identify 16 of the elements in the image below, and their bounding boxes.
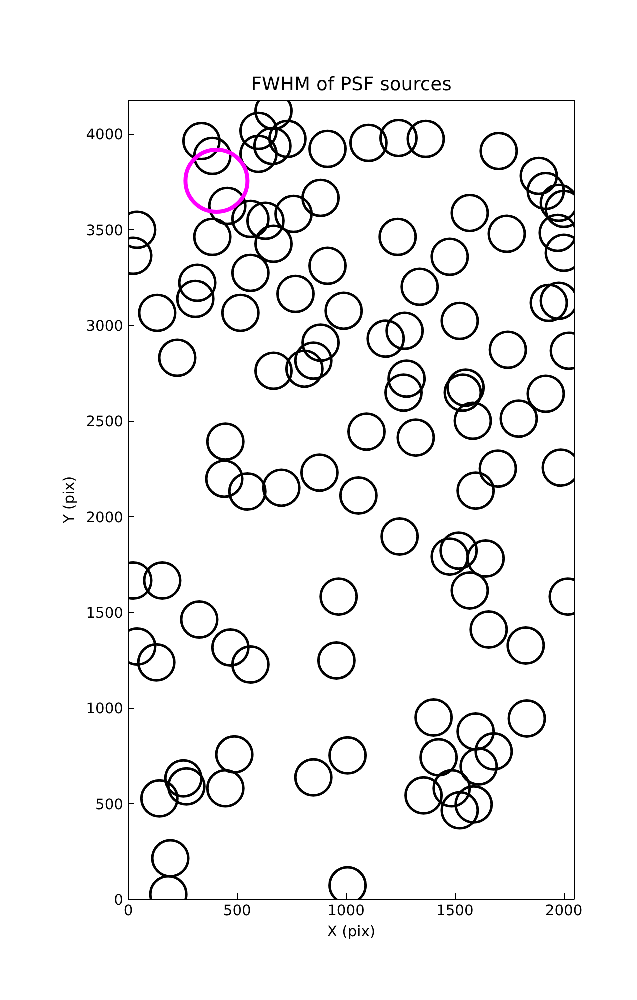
y-tick-label: 2000 (86, 509, 124, 526)
y-axis-title: Y (pix) (61, 476, 78, 525)
y-tick-label: 0 (114, 892, 124, 909)
x-axis-title: X (pix) (327, 924, 376, 940)
y-tick-label: 1500 (86, 605, 124, 622)
y-tick-label: 2500 (86, 414, 124, 431)
x-tick-label: 2000 (545, 902, 583, 920)
y-tick-label: 500 (96, 796, 124, 814)
x-tick-label: 500 (223, 902, 252, 920)
x-tick-label: 1000 (328, 902, 365, 920)
y-tick-label: 3000 (86, 318, 124, 336)
y-tick-label: 1000 (86, 700, 124, 718)
y-tick-label: 4000 (86, 126, 124, 144)
x-tick-label: 1500 (436, 902, 474, 920)
y-tick-label: 3500 (86, 222, 124, 240)
chart-title: FWHM of PSF sources (251, 74, 452, 96)
